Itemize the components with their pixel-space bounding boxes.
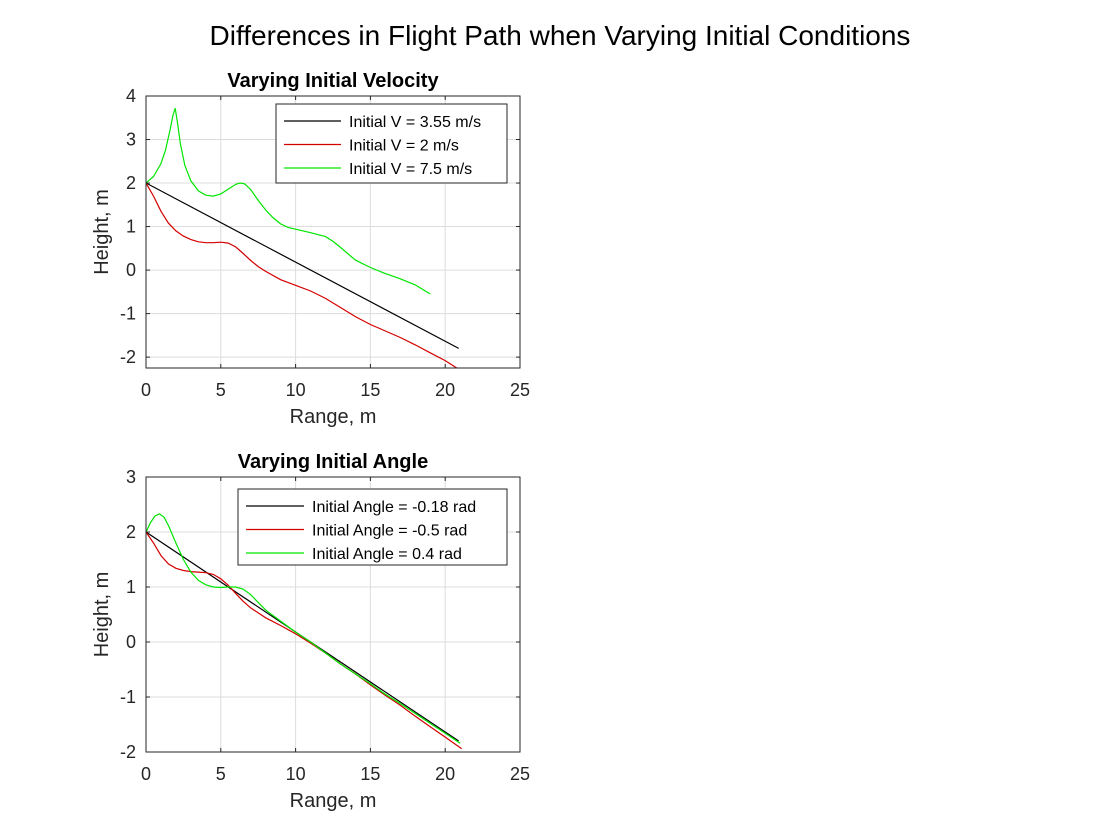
y-axis-label: Height, m [91, 189, 113, 275]
velocity-subplot: 0 5 10 15 20 25 -2 -1 0 1 2 3 4 Varying Initial Veloc… [91, 70, 530, 428]
x-tick-label: 10 [286, 380, 306, 400]
x-tick-label: 25 [510, 380, 530, 400]
x-tick-label: 5 [216, 764, 226, 784]
x-tick-label: 0 [141, 380, 151, 400]
axes-box [145, 476, 521, 753]
legend-box [237, 488, 508, 566]
series-line-1 [146, 531, 463, 750]
y-tick-label: 2 [126, 173, 136, 193]
x-tick-label: 0 [141, 764, 151, 784]
x-tick-label: 25 [510, 764, 530, 784]
axes-box [145, 95, 521, 369]
x-tick-label: 20 [435, 380, 455, 400]
series-line-2 [146, 108, 431, 295]
y-tick-label: -1 [120, 687, 136, 707]
y-tick-label: 3 [126, 467, 136, 487]
y-tick-label: 1 [126, 577, 136, 597]
angle-subplot: 0 5 10 15 20 25 -2 -1 0 1 2 3 Varying Initial Angle R… [91, 451, 530, 812]
y-tick-label: -1 [120, 304, 136, 324]
x-tick-label: 15 [360, 380, 380, 400]
legend-label-1: Initial Angle = -0.5 rad [312, 523, 467, 540]
subplot-title: Varying Initial Velocity [227, 70, 439, 92]
x-tick-label: 20 [435, 764, 455, 784]
legend-label-2: Initial V = 7.5 m/s [349, 161, 472, 178]
y-tick-label: 1 [126, 217, 136, 237]
y-axis-label: Height, m [91, 572, 113, 658]
legend-label-1: Initial V = 2 m/s [349, 138, 459, 155]
x-axis-label: Range, m [290, 406, 377, 428]
x-tick-label: 10 [286, 764, 306, 784]
legend-label-0: Initial Angle = -0.18 rad [312, 499, 476, 516]
y-tick-label: 0 [126, 632, 136, 652]
series-line-1 [146, 182, 458, 368]
legend-label-0: Initial V = 3.55 m/s [349, 114, 481, 131]
x-tick-label: 15 [360, 764, 380, 784]
y-tick-label: 2 [126, 522, 136, 542]
x-tick-label: 5 [216, 380, 226, 400]
legend-label-2: Initial Angle = 0.4 rad [312, 546, 462, 563]
y-tick-label: -2 [120, 347, 136, 367]
y-tick-label: 3 [126, 130, 136, 150]
legend-box [275, 103, 508, 184]
series-line-0 [146, 182, 459, 349]
y-tick-label: -2 [120, 742, 136, 762]
subplot-title: Varying Initial Angle [238, 451, 428, 473]
series-line-2 [146, 513, 461, 744]
x-axis-label: Range, m [290, 790, 377, 812]
y-tick-label: 0 [126, 260, 136, 280]
figure-title: Differences in Flight Path when Varying … [210, 20, 911, 51]
y-tick-label: 4 [126, 86, 136, 106]
